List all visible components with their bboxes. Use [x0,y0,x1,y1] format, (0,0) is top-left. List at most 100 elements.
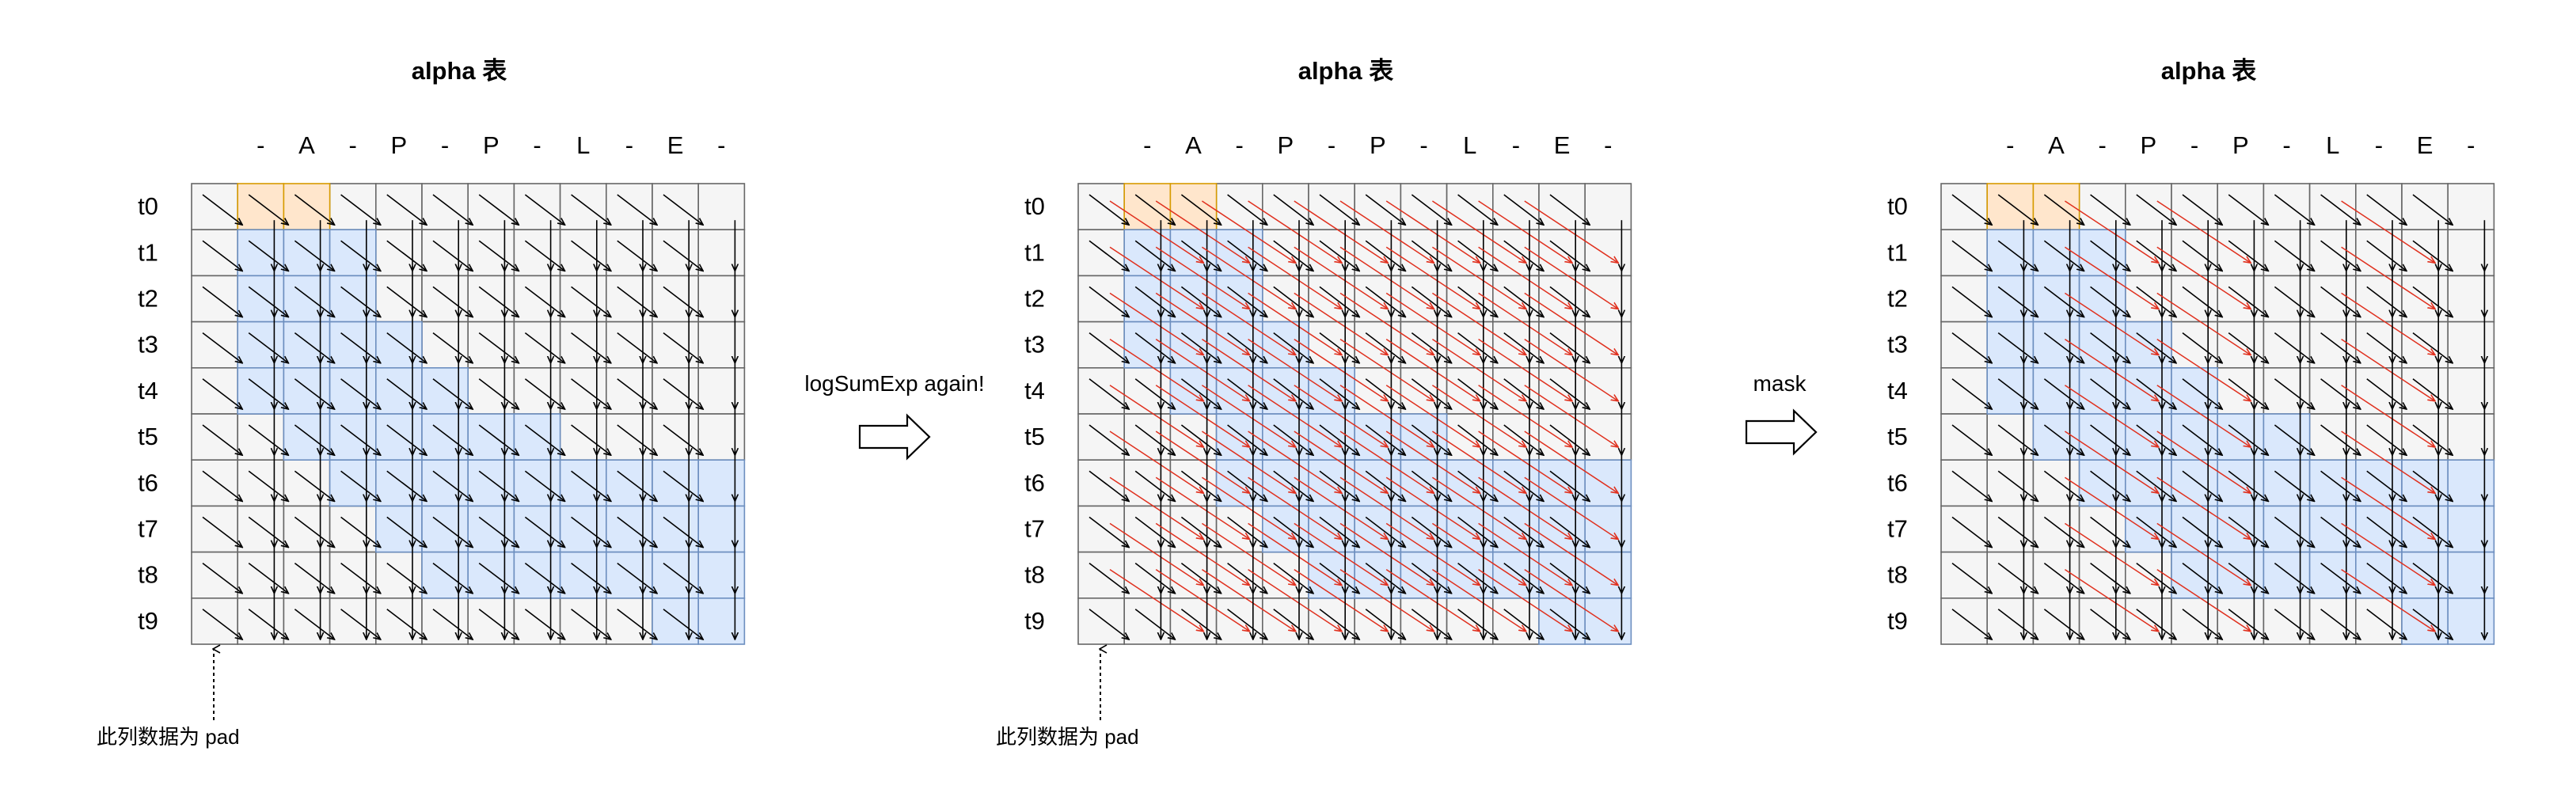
diagonal-transition-arrow [340,609,381,639]
alpha-cell-valid [374,459,423,507]
alpha-cell-valid [283,413,331,461]
alpha-cell [2171,275,2219,323]
alpha-cell [2171,183,2219,231]
skip-transition-arrow [1109,385,1203,447]
diagonal-transition-arrow [571,332,611,363]
alpha-grid: - A - P - P - L - E - t0 t1 t2 t3 t4 t5 t6 t7 t8 t9 [138,131,746,645]
skip-transition-arrow [1248,431,1342,493]
diagonal-transition-arrow [2090,332,2130,363]
skip-transition-arrow [1155,522,1249,585]
skip-transition-arrow [2341,522,2435,585]
row-label: t9 [138,607,158,635]
skip-transition-arrow [1201,431,1295,493]
column-label: A [298,131,315,159]
diagonal-transition-arrow [1549,562,1590,594]
diagonal-transition-arrow [1457,609,1498,639]
diagonal-transition-arrow [432,378,473,409]
diagonal-transition-arrow [571,378,611,409]
diagonal-transition-arrow [1134,516,1175,547]
alpha-cell-valid [467,459,515,507]
alpha-cell [559,321,607,369]
alpha-cell-valid [329,413,377,461]
alpha-cell [2401,413,2449,461]
diagonal-transition-arrow [2182,424,2222,455]
alpha-cell [2217,321,2265,369]
diagonal-transition-arrow [2228,470,2268,501]
column-label: P [2232,131,2249,159]
diagonal-transition-arrow [1503,424,1544,455]
diagonal-transition-arrow [2274,424,2314,455]
row-label: t2 [1887,285,1908,313]
diagonal-transition-arrow [1365,562,1405,594]
diagonal-transition-arrow [1503,194,1544,225]
cell-layer [191,183,746,645]
row-label: t5 [1887,423,1908,450]
alpha-cell-valid [467,505,515,553]
alpha-cell-valid [2217,459,2265,507]
alpha-cell [1077,459,1126,507]
diagonal-transition-arrow [1549,470,1590,501]
diagonal-transition-arrow [2366,286,2407,317]
cell-layer [1940,183,2495,645]
diagonal-transition-arrow [1089,424,1129,455]
diagonal-transition-arrow [1951,332,1992,363]
alpha-cell [2447,183,2495,231]
diagonal-transition-arrow [386,240,427,271]
diagonal-transition-arrow [2043,378,2084,409]
diagonal-transition-arrow [524,286,564,317]
diagonal-transition-arrow [1503,470,1544,501]
alpha-cell [1986,551,2035,599]
alpha-cell [559,229,607,277]
transition-arrows [1089,194,1621,639]
alpha-cell [1986,413,2035,461]
alpha-cell-valid [2308,459,2357,507]
alpha-cell [1077,413,1126,461]
alpha-cell [191,413,239,461]
alpha-cell [1584,275,1632,323]
skip-transition-arrow [2064,522,2158,585]
alpha-cell [2447,413,2495,461]
diagonal-transition-arrow [294,470,334,501]
diagonal-transition-arrow [571,562,611,594]
skip-transition-arrow [1385,568,1480,632]
alpha-cell [421,321,469,369]
diagonal-transition-arrow [1089,470,1129,501]
column-label: - [2190,131,2198,159]
diagonal-transition-arrow [1997,194,2038,225]
alpha-cell [1077,229,1126,277]
diagonal-transition-arrow [1227,240,1267,271]
alpha-cell [513,321,561,369]
alpha-cell [605,183,653,231]
diagonal-transition-arrow [478,194,519,225]
skip-transition-arrow [1478,385,1572,447]
row-label: t4 [138,377,158,404]
diagonal-transition-arrow [340,562,381,594]
skip-transition-arrow [1524,200,1618,263]
diagonal-transition-arrow [1457,378,1498,409]
diagonal-transition-arrow [1273,424,1313,455]
diagonal-transition-arrow [663,609,703,639]
diagonal-transition-arrow [571,516,611,547]
diagonal-transition-arrow [2182,378,2222,409]
diagonal-transition-arrow [1503,332,1544,363]
alpha-cell [2401,321,2449,369]
diagonal-transition-arrow [2274,562,2314,594]
diagonal-transition-arrow [1549,286,1590,317]
diagonal-transition-arrow [2320,424,2361,455]
diagonal-transition-arrow [1134,240,1175,271]
skip-transition-arrow [1294,385,1388,447]
alpha-cell [467,366,515,415]
row-label: t7 [1887,515,1908,543]
diagonal-transition-arrow [2320,609,2361,639]
diagonal-transition-arrow [340,378,381,409]
skip-transition-arrow [1524,476,1618,539]
alpha-cell-valid [2217,413,2265,461]
alpha-cell-valid [1986,275,2035,323]
diagonal-transition-arrow [571,240,611,271]
diagonal-transition-arrow [248,194,288,225]
alpha-cell-valid [2171,366,2219,415]
alpha-cell [1940,366,1989,415]
column-label: - [2099,131,2107,159]
diagonal-transition-arrow [2366,378,2407,409]
diagonal-transition-arrow [340,332,381,363]
